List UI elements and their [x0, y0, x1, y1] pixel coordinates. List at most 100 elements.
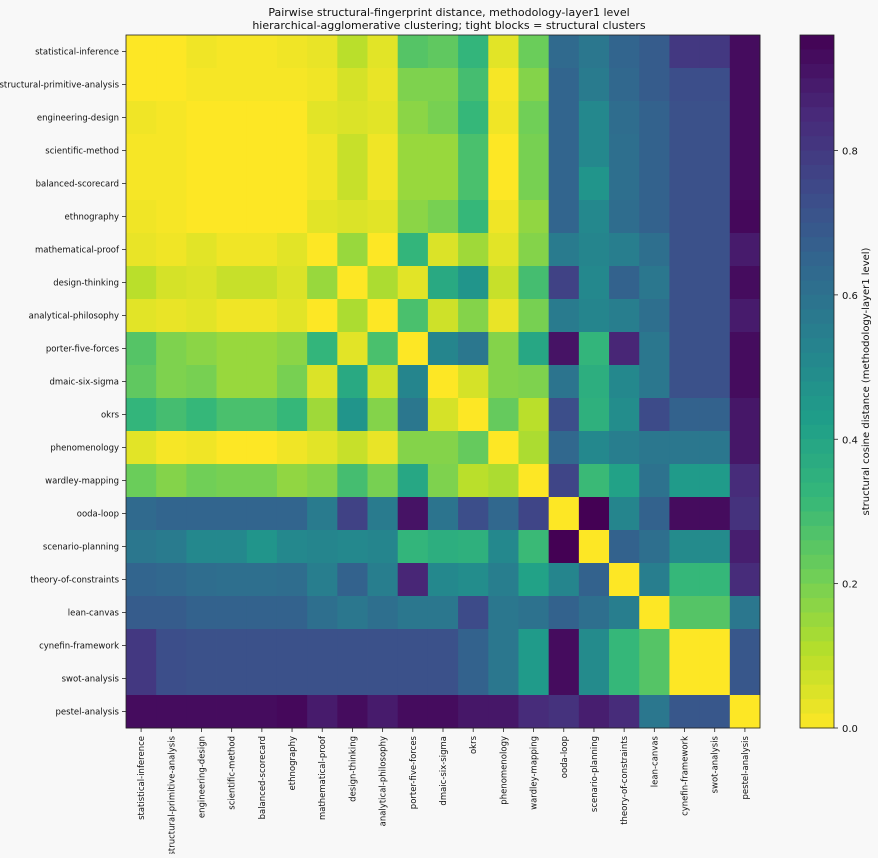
heatmap-cell	[427, 35, 459, 69]
x-tick-label: phenomenology	[499, 736, 509, 805]
heatmap-cell	[518, 563, 550, 597]
heatmap-cell	[518, 266, 550, 300]
heatmap-cell	[337, 101, 368, 135]
heatmap-cell	[669, 695, 701, 729]
heatmap-cell	[276, 662, 308, 696]
heatmap-cell	[216, 68, 248, 102]
heatmap-cell	[639, 68, 670, 102]
heatmap-cell	[216, 497, 248, 531]
heatmap-cell	[427, 530, 459, 564]
heatmap-cell	[126, 68, 157, 102]
heatmap-cell	[669, 299, 701, 333]
heatmap-cell	[156, 299, 187, 333]
heatmap-cell	[488, 101, 519, 135]
heatmap-cell	[458, 596, 489, 630]
heatmap-cell	[699, 629, 731, 663]
heatmap-cell	[609, 332, 640, 366]
colorbar-segment	[800, 179, 834, 195]
heatmap-cell	[488, 35, 519, 69]
heatmap-cell	[276, 299, 308, 333]
heatmap-cell	[699, 431, 731, 465]
heatmap-cell	[729, 101, 761, 135]
heatmap-cell	[337, 497, 368, 531]
heatmap-cell	[699, 332, 731, 366]
colorbar-tick-label: 0.6	[842, 291, 858, 302]
heatmap-cell	[126, 266, 157, 300]
heatmap-cell	[458, 299, 489, 333]
x-tick-label: cynefin-framework	[681, 736, 691, 816]
heatmap-cell	[669, 200, 701, 234]
heatmap-cell	[337, 629, 368, 663]
heatmap-cell	[307, 530, 338, 564]
y-tick-label: scientific-method	[45, 147, 119, 157]
heatmap-cell	[276, 35, 308, 69]
heatmap-cell	[729, 629, 761, 663]
x-tick-label: ooda-loop	[560, 736, 570, 778]
heatmap-cell	[126, 398, 157, 432]
heatmap-cell	[246, 596, 278, 630]
heatmap-cell	[609, 596, 640, 630]
heatmap-cell	[518, 167, 550, 201]
heatmap-cell	[427, 596, 459, 630]
heatmap-cell	[307, 233, 338, 267]
heatmap-cell	[367, 563, 399, 597]
heatmap-cell	[609, 167, 640, 201]
heatmap-cell	[307, 464, 338, 498]
heatmap-cell	[548, 134, 580, 168]
heatmap-cell	[578, 332, 610, 366]
heatmap-cell	[367, 134, 399, 168]
heatmap-cell	[276, 365, 308, 399]
heatmap-cell	[578, 299, 610, 333]
colorbar-segment	[800, 193, 834, 209]
heatmap-cell	[609, 563, 640, 597]
heatmap-cell	[729, 662, 761, 696]
heatmap-cell	[186, 662, 217, 696]
heatmap-cell	[276, 563, 308, 597]
heatmap-cell	[578, 101, 610, 135]
heatmap-cell	[337, 167, 368, 201]
heatmap-cell	[337, 695, 368, 729]
heatmap-cell	[458, 662, 489, 696]
heatmap-cell	[126, 629, 157, 663]
heatmap-cell	[126, 695, 157, 729]
heatmap-cell	[307, 167, 338, 201]
x-tick-label: engineering-design	[197, 736, 207, 818]
heatmap-cells	[126, 35, 761, 729]
heatmap-cell	[186, 431, 217, 465]
heatmap-cell	[669, 563, 701, 597]
colorbar-segment	[800, 569, 834, 585]
heatmap-cell	[548, 530, 580, 564]
heatmap-cell	[699, 167, 731, 201]
heatmap-cell	[427, 68, 459, 102]
heatmap-cell	[639, 134, 670, 168]
heatmap-cell	[427, 398, 459, 432]
heatmap-cell	[307, 365, 338, 399]
heatmap-cell	[548, 563, 580, 597]
heatmap-cell	[156, 266, 187, 300]
heatmap-cell	[609, 200, 640, 234]
heatmap-cell	[488, 563, 519, 597]
colorbar-segment	[800, 150, 834, 166]
heatmap-cell	[699, 398, 731, 432]
colorbar-segment	[800, 121, 834, 137]
heatmap-cell	[367, 695, 399, 729]
colorbar-segment	[800, 713, 834, 729]
heatmap-cell	[397, 233, 429, 267]
chart-title: Pairwise structural-fingerprint distance…	[268, 6, 629, 19]
heatmap-cell	[548, 695, 580, 729]
heatmap-cell	[156, 68, 187, 102]
heatmap-cell	[156, 695, 187, 729]
colorbar-segment	[800, 626, 834, 642]
heatmap-cell	[609, 68, 640, 102]
colorbar-segment	[800, 251, 834, 267]
heatmap-cell	[367, 167, 399, 201]
y-axis-tick-labels: statistical-inference structural-primitiv…	[0, 48, 126, 718]
colorbar-segment	[800, 583, 834, 599]
y-tick-label: theory-of-constraints	[30, 576, 119, 586]
colorbar-segment	[800, 684, 834, 700]
heatmap-cell	[488, 695, 519, 729]
heatmap-cell	[458, 695, 489, 729]
heatmap-cell	[126, 134, 157, 168]
heatmap-cell	[729, 365, 761, 399]
